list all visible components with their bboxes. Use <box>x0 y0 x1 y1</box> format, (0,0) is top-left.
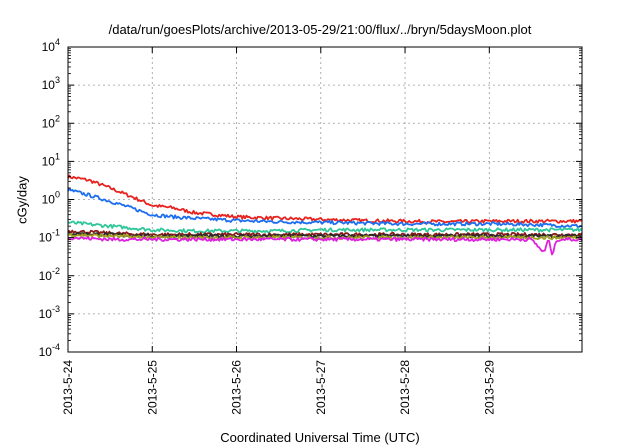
y-tick-label: 104 <box>42 37 60 54</box>
y-tick-label: 10-1 <box>39 228 60 245</box>
series-line <box>67 174 583 225</box>
x-tick-label: 2013-5-26 <box>230 360 244 415</box>
x-tick-label: 2013-5-24 <box>61 360 75 415</box>
y-tick-label: 100 <box>42 190 60 207</box>
x-tick-label: 2013-5-27 <box>314 360 328 415</box>
data-series <box>67 174 583 256</box>
x-tick-label: 2013-5-29 <box>482 360 496 415</box>
y-tick-label: 10-4 <box>39 342 60 359</box>
axis-ticks: 10-4 10-3 10-2 10-1 100 101 102 103 104 2013-5-24… <box>39 37 582 415</box>
chart-title: /data/run/goesPlots/archive/2013-05-29/2… <box>108 22 532 37</box>
series-line <box>67 220 583 234</box>
x-axis-label: Coordinated Universal Time (UTC) <box>220 430 420 445</box>
y-axis-label: cGy/day <box>14 176 30 224</box>
y-tick-label: 10-3 <box>39 304 60 321</box>
series-line <box>67 187 583 229</box>
x-tick-label: 2013-5-28 <box>398 360 412 415</box>
x-tick-label: 2013-5-25 <box>145 360 159 415</box>
y-tick-label: 102 <box>42 113 60 130</box>
series-line <box>67 236 583 256</box>
y-tick-label: 101 <box>42 151 60 168</box>
grid-lines <box>68 47 582 352</box>
y-tick-label: 103 <box>42 75 60 92</box>
y-tick-label: 10-2 <box>39 266 60 283</box>
